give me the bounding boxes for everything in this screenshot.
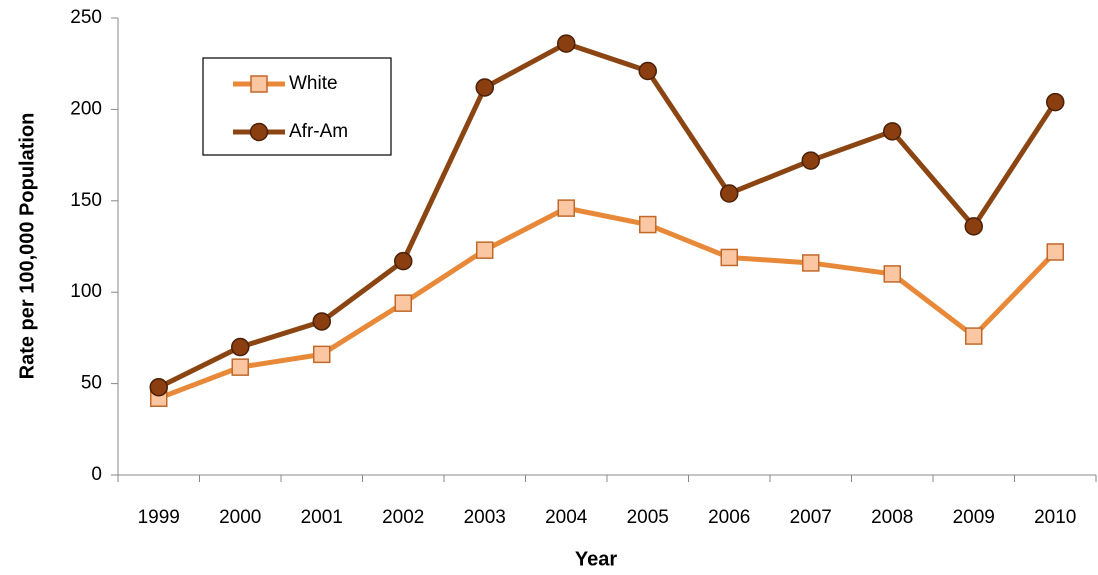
data-point: [149, 378, 168, 397]
x-tick-label: 2008: [871, 507, 913, 528]
x-tick-label: 2002: [382, 507, 424, 528]
data-point: [964, 217, 983, 236]
data-point: [720, 184, 739, 203]
data-point: [720, 248, 738, 267]
data-point: [638, 61, 657, 81]
legend-label: Afr-Am: [289, 121, 348, 142]
data-point: [312, 312, 331, 331]
x-tick-label: 2010: [1034, 507, 1076, 528]
data-point: [231, 358, 249, 376]
data-point: [394, 294, 412, 312]
data-point: [801, 151, 820, 170]
legend-label: White: [289, 73, 338, 94]
series-line: [157, 41, 1058, 390]
data-point: [883, 122, 902, 141]
y-tick-label: 100: [70, 281, 102, 302]
x-tick-label: 1999: [138, 507, 180, 528]
data-point: [231, 337, 250, 357]
data-point: [557, 34, 576, 53]
data-point: [394, 251, 413, 271]
x-tick-label: 2007: [790, 507, 832, 528]
data-point: [313, 345, 331, 364]
y-tick-label: 200: [70, 98, 102, 119]
data-point: [1046, 243, 1064, 261]
data-point: [476, 241, 494, 259]
x-tick-label: 2000: [219, 507, 261, 528]
data-point: [883, 265, 901, 283]
x-tick-label: 2004: [545, 507, 588, 528]
legend-marker: [250, 75, 268, 93]
data-point: [802, 254, 820, 272]
x-tick-label: 2001: [301, 507, 343, 528]
data-point: [475, 78, 494, 97]
data-point: [557, 199, 575, 217]
legend-marker: [249, 122, 269, 142]
x-axis-title: Year: [575, 548, 617, 570]
y-tick-label: 50: [81, 373, 102, 394]
y-tick-label: 250: [70, 7, 102, 28]
x-tick-label: 2005: [627, 507, 669, 528]
data-point: [965, 327, 983, 345]
x-tick-label: 2006: [708, 507, 750, 528]
y-axis-title: Rate per 100,000 Population: [16, 113, 38, 380]
legend-box: [202, 57, 392, 156]
x-tick-label: 2009: [953, 507, 995, 528]
legend: White Afr-Am: [202, 57, 392, 156]
data-point: [639, 215, 657, 234]
y-tick-label: 150: [70, 190, 102, 211]
y-tick-label: 0: [91, 464, 102, 485]
data-point: [1046, 92, 1065, 112]
x-tick-label: 2003: [464, 507, 506, 528]
series-line: [157, 205, 1058, 401]
